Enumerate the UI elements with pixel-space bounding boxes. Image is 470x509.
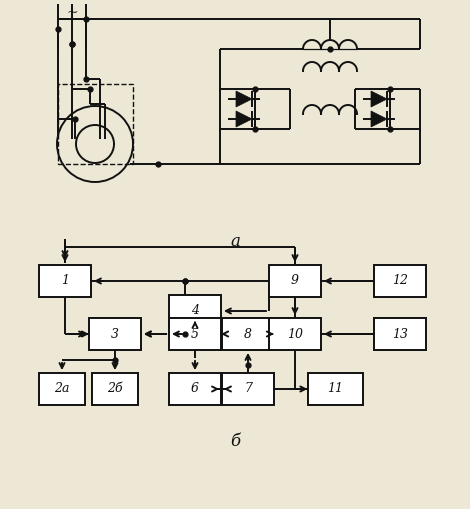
Bar bbox=[169, 295, 221, 327]
Text: 11: 11 bbox=[327, 382, 343, 395]
Text: 9: 9 bbox=[291, 274, 299, 288]
Text: б: б bbox=[230, 433, 240, 449]
Text: 7: 7 bbox=[244, 382, 252, 395]
Bar bbox=[222, 318, 274, 350]
Text: 12: 12 bbox=[392, 274, 408, 288]
Polygon shape bbox=[236, 91, 252, 107]
Bar bbox=[269, 265, 321, 297]
Bar bbox=[92, 373, 138, 405]
Bar bbox=[374, 318, 426, 350]
Bar bbox=[169, 373, 221, 405]
Text: 13: 13 bbox=[392, 327, 408, 341]
Text: 5: 5 bbox=[191, 327, 199, 341]
Polygon shape bbox=[371, 111, 387, 127]
Text: 2б: 2б bbox=[107, 382, 123, 395]
Text: ~: ~ bbox=[66, 6, 78, 20]
Bar bbox=[374, 265, 426, 297]
Text: 4: 4 bbox=[191, 304, 199, 318]
Text: 8: 8 bbox=[244, 327, 252, 341]
Text: 6: 6 bbox=[191, 382, 199, 395]
Bar bbox=[39, 373, 85, 405]
Text: 10: 10 bbox=[287, 327, 303, 341]
Bar bbox=[307, 373, 362, 405]
Text: 1: 1 bbox=[61, 274, 69, 288]
Bar bbox=[89, 318, 141, 350]
Text: 2а: 2а bbox=[54, 382, 70, 395]
Text: a: a bbox=[230, 233, 240, 249]
Bar bbox=[269, 318, 321, 350]
Bar bbox=[169, 318, 221, 350]
Bar bbox=[39, 265, 91, 297]
Polygon shape bbox=[371, 91, 387, 107]
Polygon shape bbox=[236, 111, 252, 127]
Text: 3: 3 bbox=[111, 327, 119, 341]
Bar bbox=[58, 84, 133, 164]
Bar bbox=[222, 373, 274, 405]
